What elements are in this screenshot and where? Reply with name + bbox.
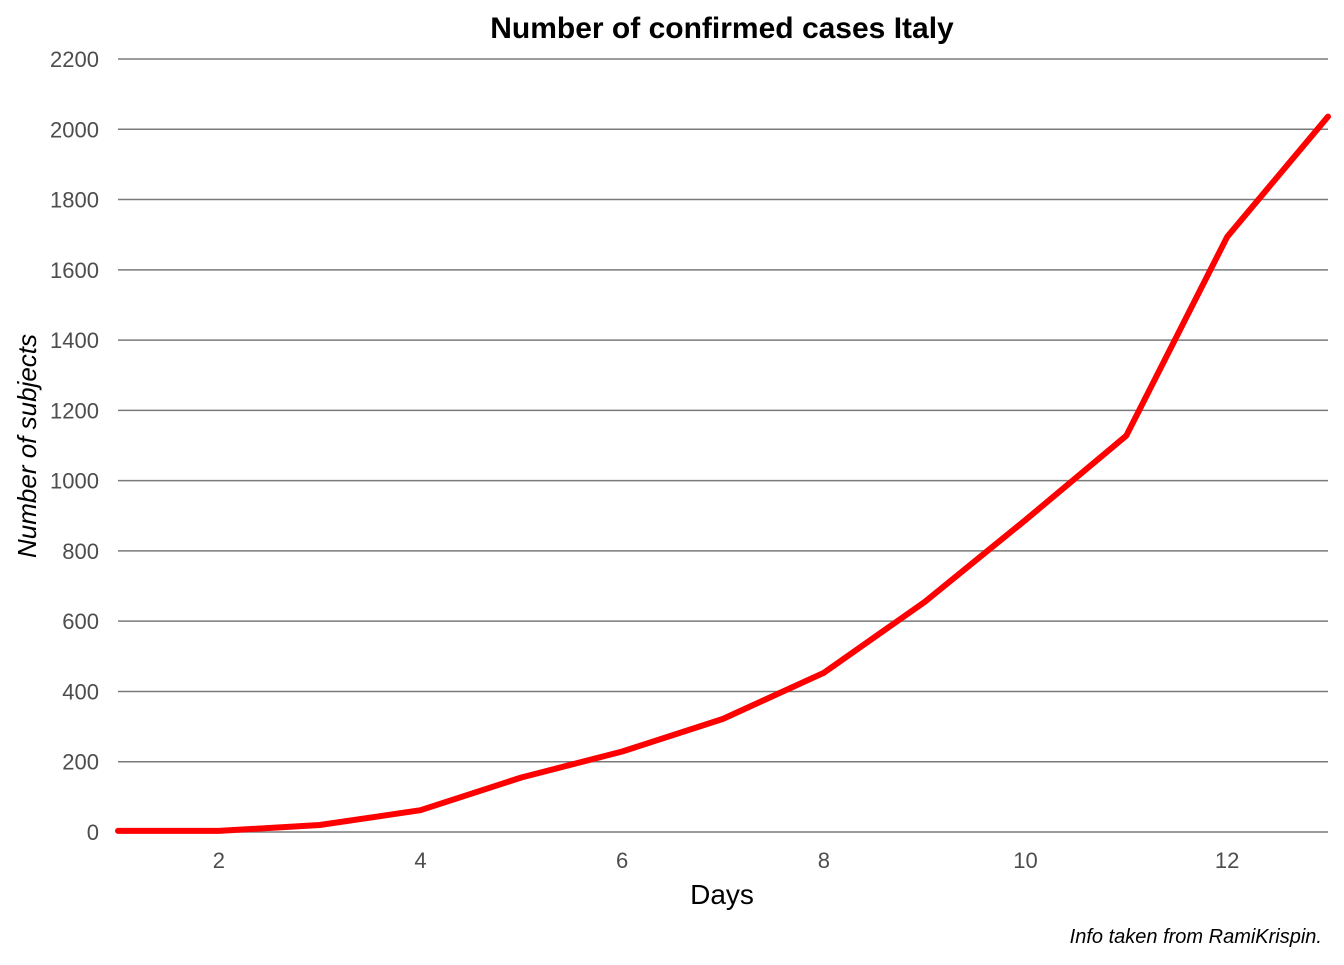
y-tick-label: 400 — [62, 679, 99, 704]
y-tick-label: 2200 — [50, 47, 99, 72]
series-line-0 — [115, 113, 1331, 834]
y-tick-label: 800 — [62, 539, 99, 564]
x-axis-ticks: 2 4 6 8 10 12 — [213, 848, 1240, 873]
x-tick-label: 12 — [1215, 848, 1239, 873]
x-tick-label: 10 — [1013, 848, 1037, 873]
y-tick-label: 1200 — [50, 398, 99, 423]
y-tick-label: 1000 — [50, 469, 99, 494]
y-axis-label: Number of subjects — [12, 334, 42, 558]
y-tick-label: 0 — [87, 820, 99, 845]
y-tick-label: 1400 — [50, 328, 99, 353]
y-tick-label: 1600 — [50, 258, 99, 283]
x-tick-label: 4 — [414, 848, 426, 873]
chart-title: Number of confirmed cases Italy — [490, 12, 954, 45]
x-tick-label: 8 — [818, 848, 830, 873]
x-tick-label: 6 — [616, 848, 628, 873]
y-tick-label: 600 — [62, 609, 99, 634]
x-tick-label: 2 — [213, 848, 225, 873]
grid-lines — [118, 58, 1328, 833]
series-layer — [115, 113, 1331, 834]
y-axis-ticks: 0 200 400 600 800 1000 1200 1400 1600 1800 2000 220… — [50, 47, 99, 845]
y-tick-label: 200 — [62, 750, 99, 775]
source-caption: Info taken from RamiKrispin. — [1070, 926, 1322, 948]
x-axis-label: Days — [690, 879, 754, 910]
y-tick-label: 1800 — [50, 188, 99, 213]
y-tick-label: 2000 — [50, 117, 99, 142]
